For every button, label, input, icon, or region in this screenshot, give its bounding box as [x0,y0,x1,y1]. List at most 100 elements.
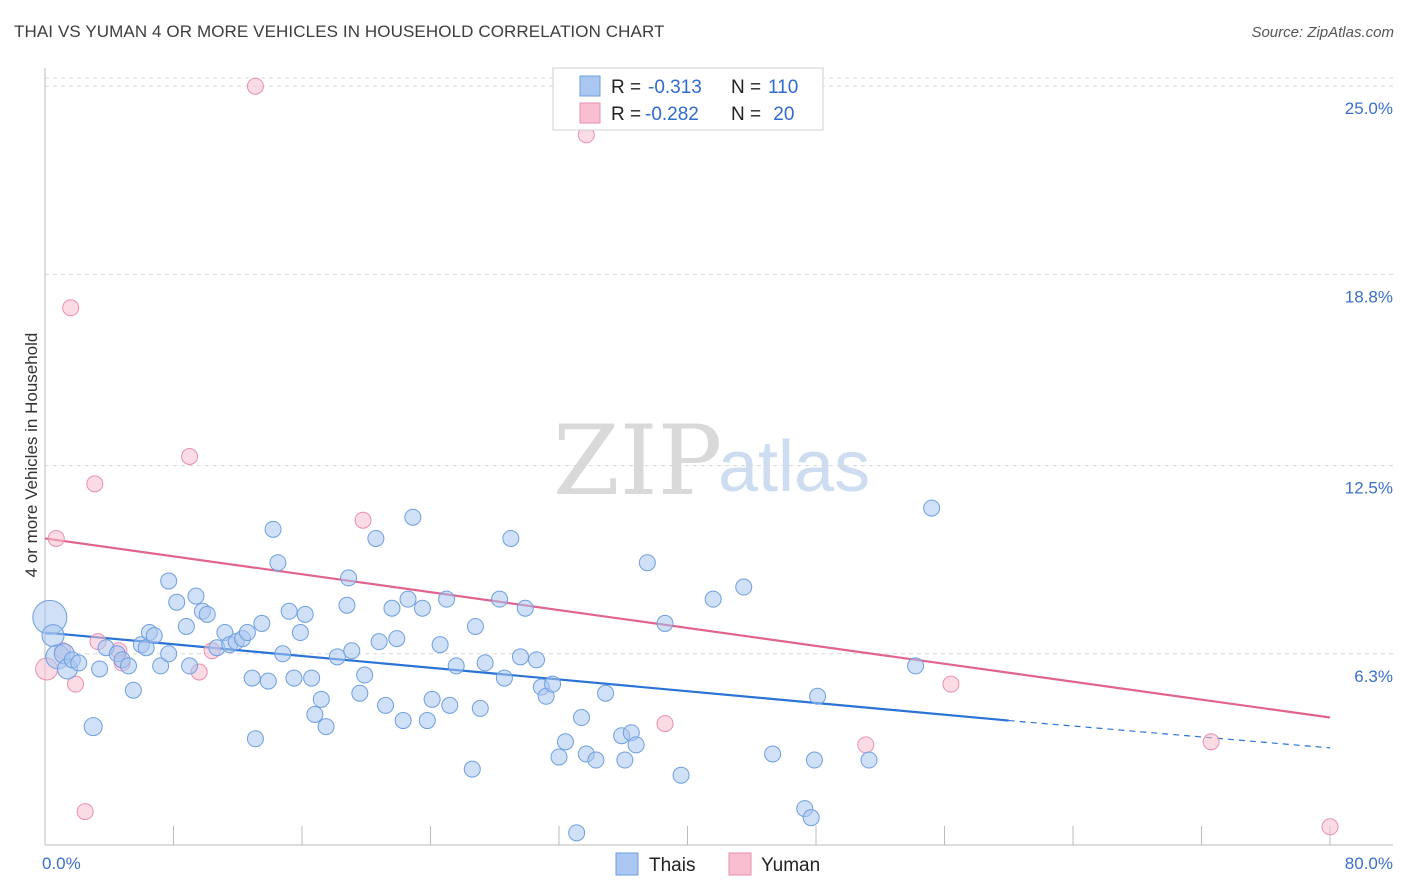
thais-point [627,736,645,754]
thais-point [312,690,330,708]
thais-point [317,718,335,736]
legend-r-value-yuman: -0.282 [645,104,699,125]
thais-point [370,633,388,651]
thais-point [328,648,346,666]
x-tick-label: 80.0% [1345,854,1393,873]
thais-point [572,709,590,727]
thais-point [238,624,256,642]
thais-point [83,717,103,737]
thais-point [181,657,199,675]
thais-point [70,654,88,672]
thais-point [152,657,170,675]
legend-swatch-yuman [579,102,601,124]
thais-point [285,669,303,687]
thais-point [418,712,436,730]
thais-point [672,766,690,784]
thais-point [568,824,586,842]
thais-point [805,751,823,769]
thais-point [246,730,264,748]
thais-point [638,554,656,572]
stats-legend: R = -0.313 N = 110 R = -0.282 N = 20 [552,67,824,131]
thais-point [160,572,178,590]
bottom-legend-swatch-thais [615,852,639,876]
thais-point [431,636,449,654]
legend-r-label-thais: R = [611,77,641,98]
thais-point [809,687,827,705]
thais-point [656,614,674,632]
thais-point [802,809,820,827]
thais-point [296,605,314,623]
legend-r-label-yuman: R = [611,104,641,125]
thais-point [291,624,309,642]
legend-n-label-yuman: N = [731,104,761,125]
thais-point [340,569,358,587]
thais-point [587,751,605,769]
thais-point [356,666,374,684]
yuman-point [656,715,674,733]
yuman-point [76,803,94,821]
thais-point [177,617,195,635]
yuman-point [181,448,199,465]
legend-n-value-yuman: 20 [768,104,794,125]
thais-point [597,684,615,702]
yuman-point [67,675,85,693]
thais-point [556,733,574,751]
thais-point [423,690,441,708]
y-tick-labels: 6.3% 12.5% 18.8% 25.0% [1345,99,1393,686]
y-tick-label: 12.5% [1345,479,1393,498]
yuman-trend-line [44,537,1331,719]
thais-point [351,684,369,702]
thais-trend-extension [1008,719,1331,749]
thais-point [259,672,277,690]
thais-point [388,630,406,648]
thais-point [476,654,494,672]
chart-title: THAI VS YUMAN 4 OR MORE VEHICLES IN HOUS… [14,22,665,41]
watermark-zip: ZIP [553,405,722,517]
thais-point [41,624,65,648]
yuman-point [47,529,65,547]
yuman-point [62,299,80,317]
thais-point [907,657,925,675]
thais-point [187,587,205,605]
thais-point [528,651,546,669]
yuman-point [1321,818,1339,836]
source-label: Source: ZipAtlas.com [1251,24,1394,41]
thais-point [303,669,321,687]
yuman-point [857,736,875,754]
thais-point [764,745,782,763]
yuman-point [1202,733,1220,751]
thais-point [616,751,634,769]
yuman-point [942,675,960,693]
y-axis-label: 4 or more Vehicles in Household [22,333,41,578]
thais-point [343,642,361,660]
bottom-legend-label-yuman: Yuman [761,855,820,876]
thais-trend-line [44,631,1009,722]
thais-point [511,648,529,666]
watermark-atlas: atlas [718,427,870,507]
thais-point [253,614,271,632]
thais-point [399,590,417,608]
thais-point [495,669,513,687]
legend-n-value-thais: 110 [768,77,798,98]
legend-n-label-thais: N = [731,77,761,98]
y-tick-label: 25.0% [1345,99,1393,118]
thais-point [383,599,401,617]
thais-point [394,712,412,730]
thais-point [160,645,178,663]
thais-point [274,645,292,663]
thais-point [338,596,356,614]
thais-point [168,593,186,611]
y-tick-label: 6.3% [1354,667,1393,686]
thais-point [441,696,459,714]
thais-point [704,590,722,608]
thais-point [491,590,509,608]
legend-swatch-thais [579,75,601,97]
x-tick-labels: 0.0% 80.0% [42,854,1393,873]
thais-point [306,705,324,723]
thais-point [91,660,109,678]
thais-point [120,657,138,675]
thais-point [447,657,465,675]
thais-point [243,669,261,687]
thais-point [404,508,422,526]
